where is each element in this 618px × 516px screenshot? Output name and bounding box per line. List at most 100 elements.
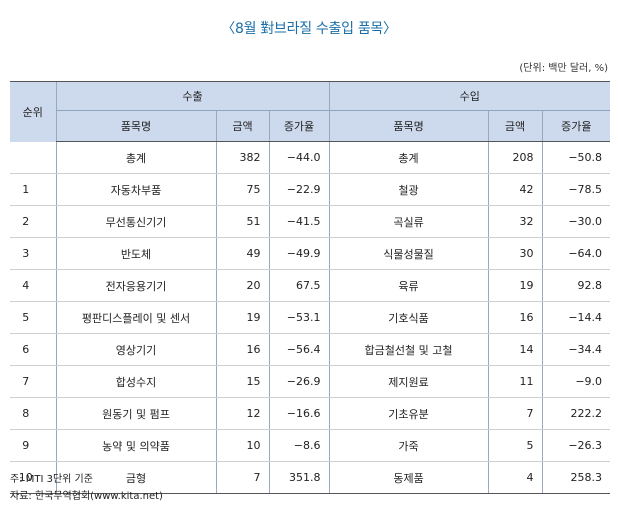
- export-item-cell: 농약 및 의약품: [55, 429, 216, 462]
- table-title: 〈8월 對브라질 수출입 품목〉: [221, 21, 397, 37]
- export-growth-cell: −41.5: [268, 205, 330, 238]
- import-growth-cell: −50.8: [541, 141, 611, 174]
- import-growth-cell: −30.0: [541, 205, 611, 238]
- export-growth-cell: 351.8: [268, 461, 330, 494]
- rank-cell: [10, 141, 56, 174]
- import-item-cell: 육류: [328, 269, 489, 302]
- unit-label: (단위: 백만 달러, %): [519, 63, 608, 74]
- export-growth-cell: −44.0: [268, 141, 330, 174]
- import-amount-cell: 32: [487, 205, 543, 238]
- import-item-cell: 제지원료: [328, 365, 489, 398]
- import-item-header: 품목명: [328, 110, 489, 142]
- rank-cell: 8: [10, 397, 56, 430]
- export-growth-cell: −16.6: [268, 397, 330, 430]
- export-item-cell: 원동기 및 펌프: [55, 397, 216, 430]
- export-growth-cell: −22.9: [268, 173, 330, 206]
- import-growth-cell: −14.4: [541, 301, 611, 334]
- import-growth-header: 증가율: [541, 110, 611, 142]
- table-row: 8 원동기 및 펌프 12 −16.6 기초유분 7 222.2: [10, 397, 611, 430]
- trade-table: 순위 수출 수입 품목명 금액 증가율 품목명 금액 증가율 총계 382 −4…: [10, 81, 611, 494]
- import-item-cell: 곡실류: [328, 205, 489, 238]
- footnotes: 주: MTI 3단위 기준 자료: 한국무역협회(www.kita.net): [10, 471, 163, 505]
- import-growth-cell: 258.3: [541, 461, 611, 494]
- export-header: 수출: [55, 81, 330, 111]
- import-amount-cell: 4: [487, 461, 543, 494]
- import-amount-header: 금액: [487, 110, 543, 142]
- import-amount-cell: 208: [487, 141, 543, 174]
- export-item-cell: 합성수지: [55, 365, 216, 398]
- table-row: 6 영상기기 16 −56.4 합금철선철 및 고철 14 −34.4: [10, 333, 611, 366]
- export-item-cell: 전자응용기기: [55, 269, 216, 302]
- export-growth-cell: −53.1: [268, 301, 330, 334]
- export-growth-cell: −8.6: [268, 429, 330, 462]
- table-row: 5 평판디스플레이 및 센서 19 −53.1 기호식품 16 −14.4: [10, 301, 611, 334]
- table-row: 10 금형 7 351.8 동제품 4 258.3: [10, 461, 611, 494]
- import-item-cell: 기호식품: [328, 301, 489, 334]
- import-amount-cell: 5: [487, 429, 543, 462]
- rank-cell: 10: [10, 461, 56, 494]
- export-item-cell: 무선통신기기: [55, 205, 216, 238]
- import-amount-cell: 16: [487, 301, 543, 334]
- export-amount-cell: 16: [215, 333, 269, 366]
- export-item-cell: 영상기기: [55, 333, 216, 366]
- export-amount-cell: 51: [215, 205, 269, 238]
- export-amount-cell: 49: [215, 237, 269, 270]
- export-growth-header: 증가율: [268, 110, 330, 142]
- export-amount-cell: 10: [215, 429, 269, 462]
- export-item-cell: 총계: [55, 141, 216, 174]
- import-growth-cell: −78.5: [541, 173, 611, 206]
- import-item-cell: 식물성물질: [328, 237, 489, 270]
- import-amount-cell: 11: [487, 365, 543, 398]
- export-amount-cell: 20: [215, 269, 269, 302]
- import-item-cell: 기초유분: [328, 397, 489, 430]
- export-growth-cell: −56.4: [268, 333, 330, 366]
- export-amount-cell: 12: [215, 397, 269, 430]
- rank-cell: 6: [10, 333, 56, 366]
- import-growth-cell: −9.0: [541, 365, 611, 398]
- table-row: 2 무선통신기기 51 −41.5 곡실류 32 −30.0: [10, 205, 611, 238]
- import-item-cell: 총계: [328, 141, 489, 174]
- export-amount-cell: 7: [215, 461, 269, 494]
- export-item-cell: 반도체: [55, 237, 216, 270]
- rank-cell: 3: [10, 237, 56, 270]
- import-item-cell: 가죽: [328, 429, 489, 462]
- table-row: 4 전자응용기기 20 67.5 육류 19 92.8: [10, 269, 611, 302]
- export-item-cell: 금형: [55, 461, 216, 494]
- export-amount-cell: 75: [215, 173, 269, 206]
- rank-cell: 7: [10, 365, 56, 398]
- source-text: 자료: 한국무역협회(www.kita.net): [10, 491, 163, 502]
- export-amount-cell: 382: [215, 141, 269, 174]
- import-amount-cell: 42: [487, 173, 543, 206]
- table-row: 3 반도체 49 −49.9 식물성물질 30 −64.0: [10, 237, 611, 270]
- rank-cell: 9: [10, 429, 56, 462]
- rank-header: 순위: [10, 81, 56, 142]
- table-row: 9 농약 및 의약품 10 −8.6 가죽 5 −26.3: [10, 429, 611, 462]
- rank-cell: 1: [10, 173, 56, 206]
- export-growth-cell: 67.5: [268, 269, 330, 302]
- rank-cell: 2: [10, 205, 56, 238]
- import-item-cell: 합금철선철 및 고철: [328, 333, 489, 366]
- import-amount-cell: 7: [487, 397, 543, 430]
- import-item-cell: 철광: [328, 173, 489, 206]
- import-growth-cell: −34.4: [541, 333, 611, 366]
- export-item-cell: 평판디스플레이 및 센서: [55, 301, 216, 334]
- import-growth-cell: 92.8: [541, 269, 611, 302]
- import-growth-cell: −64.0: [541, 237, 611, 270]
- import-growth-cell: −26.3: [541, 429, 611, 462]
- rank-cell: 4: [10, 269, 56, 302]
- rank-cell: 5: [10, 301, 56, 334]
- export-amount-cell: 19: [215, 301, 269, 334]
- note-text: 주: MTI 3단위 기준: [10, 474, 93, 485]
- import-amount-cell: 14: [487, 333, 543, 366]
- export-growth-cell: −49.9: [268, 237, 330, 270]
- export-amount-cell: 15: [215, 365, 269, 398]
- export-amount-header: 금액: [215, 110, 269, 142]
- import-amount-cell: 30: [487, 237, 543, 270]
- table-row: 1 자동차부품 75 −22.9 철광 42 −78.5: [10, 173, 611, 206]
- export-growth-cell: −26.9: [268, 365, 330, 398]
- export-item-header: 품목명: [55, 110, 216, 142]
- import-amount-cell: 19: [487, 269, 543, 302]
- export-item-cell: 자동차부품: [55, 173, 216, 206]
- import-growth-cell: 222.2: [541, 397, 611, 430]
- table-row: 7 합성수지 15 −26.9 제지원료 11 −9.0: [10, 365, 611, 398]
